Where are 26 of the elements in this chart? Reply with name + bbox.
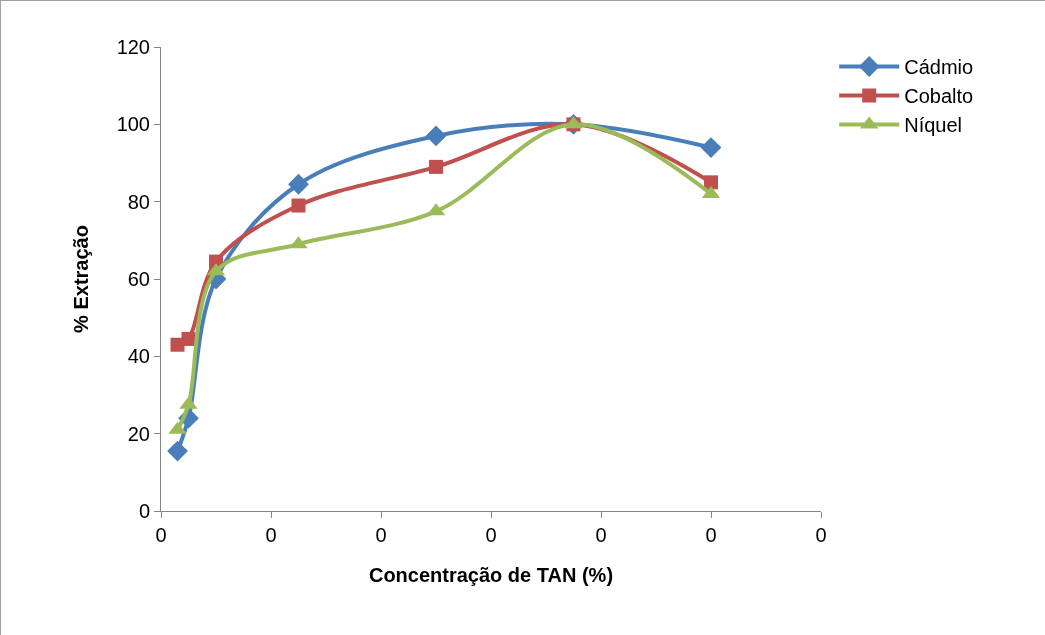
x-tick-label: 0 [485, 524, 497, 546]
point [288, 173, 309, 195]
x-tick-label: 0 [815, 524, 827, 546]
y-axis-title: % Extração [70, 225, 93, 333]
x-tick-label: 0 [595, 524, 607, 546]
point [425, 125, 447, 147]
point [429, 159, 443, 174]
x-tick-label: 0 [375, 524, 387, 546]
point [291, 198, 306, 213]
y-tick-label: 0 [138, 500, 150, 522]
y-tick-label: 60 [127, 268, 150, 290]
y-tick-label: 20 [127, 422, 150, 445]
x-axis-title: Concentração de TAN (%) [368, 563, 614, 586]
legend-label: Cobalto [904, 85, 974, 108]
point [167, 440, 188, 462]
y-tick-label: 120 [116, 36, 150, 58]
legend-label: Cádmio [904, 56, 974, 79]
point [704, 175, 718, 190]
x-tick-label: 0 [155, 524, 167, 546]
x-tick-label: 0 [265, 524, 277, 546]
y-tick-label: 80 [127, 190, 150, 213]
legend-label: Níquel [904, 114, 963, 137]
point [700, 137, 722, 158]
y-tick-label: 40 [127, 345, 150, 368]
y-tick-label: 100 [116, 113, 150, 136]
x-tick-label: 0 [705, 524, 717, 546]
